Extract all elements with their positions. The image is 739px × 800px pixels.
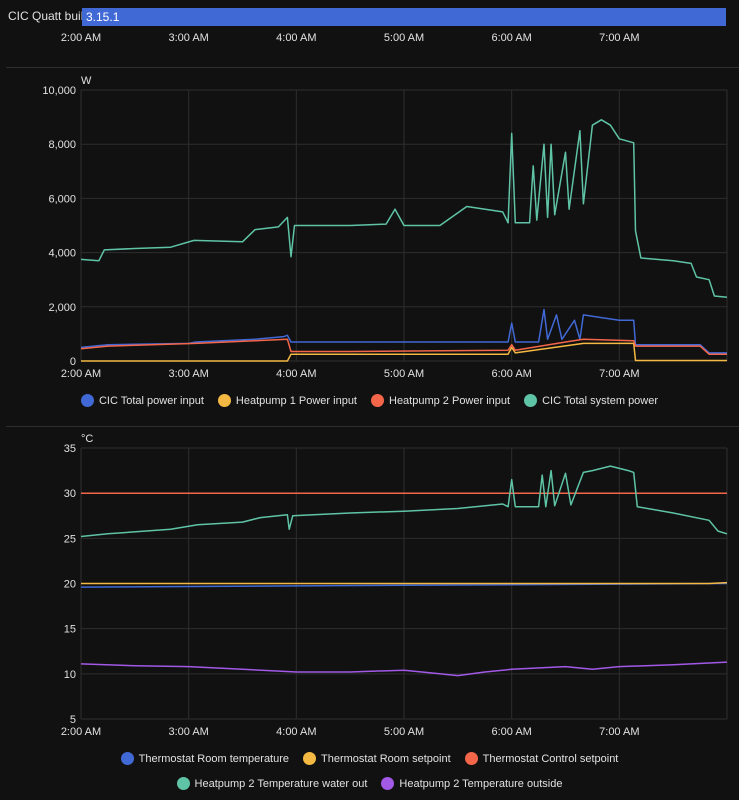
legend-item[interactable]: CIC Total system power <box>524 394 658 407</box>
legend-item[interactable]: Heatpump 2 Power input <box>371 394 510 407</box>
y-tick-label: 35 <box>64 443 76 455</box>
timeline-state-bar[interactable]: 3.15.1 <box>82 8 726 26</box>
x-tick-label: 6:00 AM <box>491 32 531 44</box>
x-tick-label: 7:00 AM <box>599 726 639 738</box>
series-line-heatpump-2-temperature-outside <box>80 661 728 677</box>
legend-label: Thermostat Control setpoint <box>482 752 619 765</box>
legend-label: Heatpump 2 Temperature outside <box>399 777 563 790</box>
x-tick-label: 2:00 AM <box>61 32 101 44</box>
series-line-cic-total-power-input <box>80 308 727 354</box>
timeline-axis: 2:00 AM 3:00 AM 4:00 AM 5:00 AM 6:00 AM 7:00 … <box>61 32 640 44</box>
y-tick-label: 30 <box>64 488 76 500</box>
x-tick-label: 4:00 AM <box>276 726 316 738</box>
y-axis-unit: °C <box>81 433 93 445</box>
series-line-heatpump-2-power-input <box>80 338 727 355</box>
divider <box>6 67 739 68</box>
timeline-label: CIC Quatt build <box>8 9 91 23</box>
legend-color-dot-icon <box>176 777 190 790</box>
legend-color-dot-icon <box>464 752 478 765</box>
legend-color-dot-icon <box>371 394 384 407</box>
series-line-heatpump-2-temperature-water-out <box>80 465 728 538</box>
legend-color-dot-icon <box>217 394 231 407</box>
x-tick-label: 5:00 AM <box>384 726 424 738</box>
legend-label: Thermostat Room setpoint <box>321 752 451 765</box>
y-tick-label: 0 <box>70 356 76 368</box>
legend-item[interactable]: Thermostat Room temperature <box>120 752 290 765</box>
x-tick-label: 3:00 AM <box>168 368 208 380</box>
legend-label: CIC Total power input <box>98 394 204 407</box>
x-tick-label: 7:00 AM <box>599 32 639 44</box>
y-tick-label: 5 <box>70 714 76 726</box>
x-tick-label: 2:00 AM <box>61 368 101 380</box>
legend-color-dot-icon <box>303 752 317 765</box>
legend-item[interactable]: Thermostat Room setpoint <box>303 752 451 765</box>
legend-color-dot-icon <box>120 752 134 765</box>
power-chart: W 0 2,000 4,000 6,000 8,000 10,000 2:00 AM 3:00 … <box>42 75 728 380</box>
x-tick-label: 4:00 AM <box>276 368 316 380</box>
y-tick-label: 2,000 <box>48 302 76 314</box>
legend-item[interactable]: Heatpump 1 Power input <box>217 394 357 407</box>
y-tick-label: 20 <box>64 579 76 591</box>
y-axis-unit: W <box>81 75 92 87</box>
divider <box>6 426 739 427</box>
legend-item[interactable]: Heatpump 2 Temperature water out <box>176 777 368 790</box>
legend-color-dot-icon <box>80 394 94 407</box>
x-tick-label: 3:00 AM <box>168 32 208 44</box>
temperature-legend: Thermostat Room temperature Thermostat Ro… <box>0 752 739 790</box>
legend-item[interactable]: CIC Total power input <box>80 394 204 407</box>
temperature-chart: °C 5 10 15 20 25 30 35 2:00 AM 3:00 AM 4:00 AM 5:00… <box>61 433 728 738</box>
x-tick-label: 5:00 AM <box>384 32 424 44</box>
legend-color-dot-icon <box>381 777 395 790</box>
x-tick-label: 6:00 AM <box>491 726 531 738</box>
x-tick-label: 7:00 AM <box>599 368 639 380</box>
series-line-cic-total-system-power <box>80 119 728 299</box>
y-tick-label: 10,000 <box>42 85 76 97</box>
y-tick-label: 8,000 <box>48 139 76 151</box>
series-line-heatpump-1-power-input <box>81 342 727 362</box>
y-tick-label: 10 <box>64 669 76 681</box>
power-legend: CIC Total power input Heatpump 1 Power in… <box>0 394 739 407</box>
legend-label: Heatpump 2 Temperature water out <box>194 777 368 790</box>
x-tick-label: 6:00 AM <box>491 368 531 380</box>
y-tick-label: 4,000 <box>48 248 76 260</box>
legend-label: Thermostat Room temperature <box>138 752 290 765</box>
legend-color-dot-icon <box>524 394 538 407</box>
x-tick-label: 5:00 AM <box>384 368 424 380</box>
y-tick-label: 6,000 <box>48 193 76 205</box>
x-tick-label: 2:00 AM <box>61 726 101 738</box>
series-line-thermostat-room-setpoint <box>81 581 728 585</box>
y-tick-label: 25 <box>64 533 76 545</box>
legend-label: CIC Total system power <box>542 394 659 407</box>
x-tick-label: 4:00 AM <box>276 32 316 44</box>
legend-label: Heatpump 1 Power input <box>235 394 357 407</box>
legend-label: Heatpump 2 Power input <box>389 394 511 407</box>
x-tick-label: 3:00 AM <box>168 726 208 738</box>
legend-item[interactable]: Heatpump 2 Temperature outside <box>381 777 562 790</box>
legend-item[interactable]: Thermostat Control setpoint <box>464 752 619 765</box>
y-tick-label: 15 <box>64 624 76 636</box>
